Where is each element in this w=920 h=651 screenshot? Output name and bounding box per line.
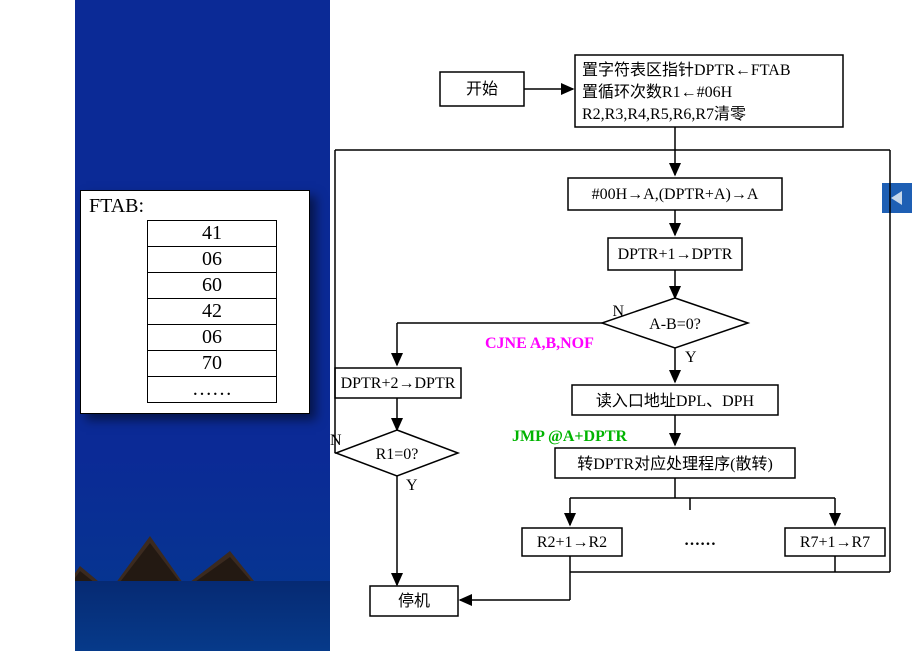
loop-y: Y: [406, 477, 418, 494]
ftab-row: ……: [147, 377, 277, 403]
node-dispatch-label: 转DPTR对应处理程序(散转): [577, 454, 773, 473]
loop-n: N: [330, 432, 342, 449]
annot-cjne: CJNE A,B,NOF: [485, 335, 594, 352]
ftab-row: 06: [147, 247, 277, 273]
node-stop-label: 停机: [398, 592, 430, 610]
water-reflection: [75, 581, 330, 651]
ftab-row: 06: [147, 325, 277, 351]
annot-jmp: JMP @A+DPTR: [512, 428, 628, 445]
ftab-row: 60: [147, 273, 277, 299]
node-fetch-label: #00H→A,(DPTR+A)→A: [592, 186, 759, 203]
node-init-line2: 置循环次数R1←#06H: [582, 83, 733, 101]
node-readaddr-label: 读入口地址DPL、DPH: [596, 392, 755, 410]
ftab-label: FTAB:: [89, 195, 144, 217]
node-r7-label: R7+1→R7: [800, 534, 870, 551]
node-init-line3: R2,R3,R4,R5,R6,R7清零: [582, 105, 746, 123]
ftab-row: 70: [147, 351, 277, 377]
node-cmp-label: A-B=0?: [649, 316, 701, 333]
dispatch-dots: ……: [684, 532, 716, 549]
ftab-table: 41 06 60 42 06 70 ……: [147, 220, 277, 403]
left-panel: FTAB: 41 06 60 42 06 70 ……: [75, 0, 330, 651]
node-start-label: 开始: [466, 80, 498, 98]
node-inc2-label: DPTR+2→DPTR: [341, 375, 456, 392]
node-r2-label: R2+1→R2: [537, 534, 607, 551]
ftab-row: 42: [147, 299, 277, 325]
cmp-y: Y: [685, 349, 697, 366]
cmp-n: N: [612, 303, 624, 320]
node-loopq-label: R1=0?: [376, 446, 419, 463]
node-init-line1: 置字符表区指针DPTR←FTAB: [582, 61, 791, 79]
ftab-row: 41: [147, 221, 277, 247]
flowchart: 开始 置字符表区指针DPTR←FTAB 置循环次数R1←#06H R2,R3,R…: [330, 0, 915, 651]
ftab-card: FTAB: 41 06 60 42 06 70 ……: [80, 190, 310, 414]
node-inc1-label: DPTR+1→DPTR: [618, 246, 733, 263]
